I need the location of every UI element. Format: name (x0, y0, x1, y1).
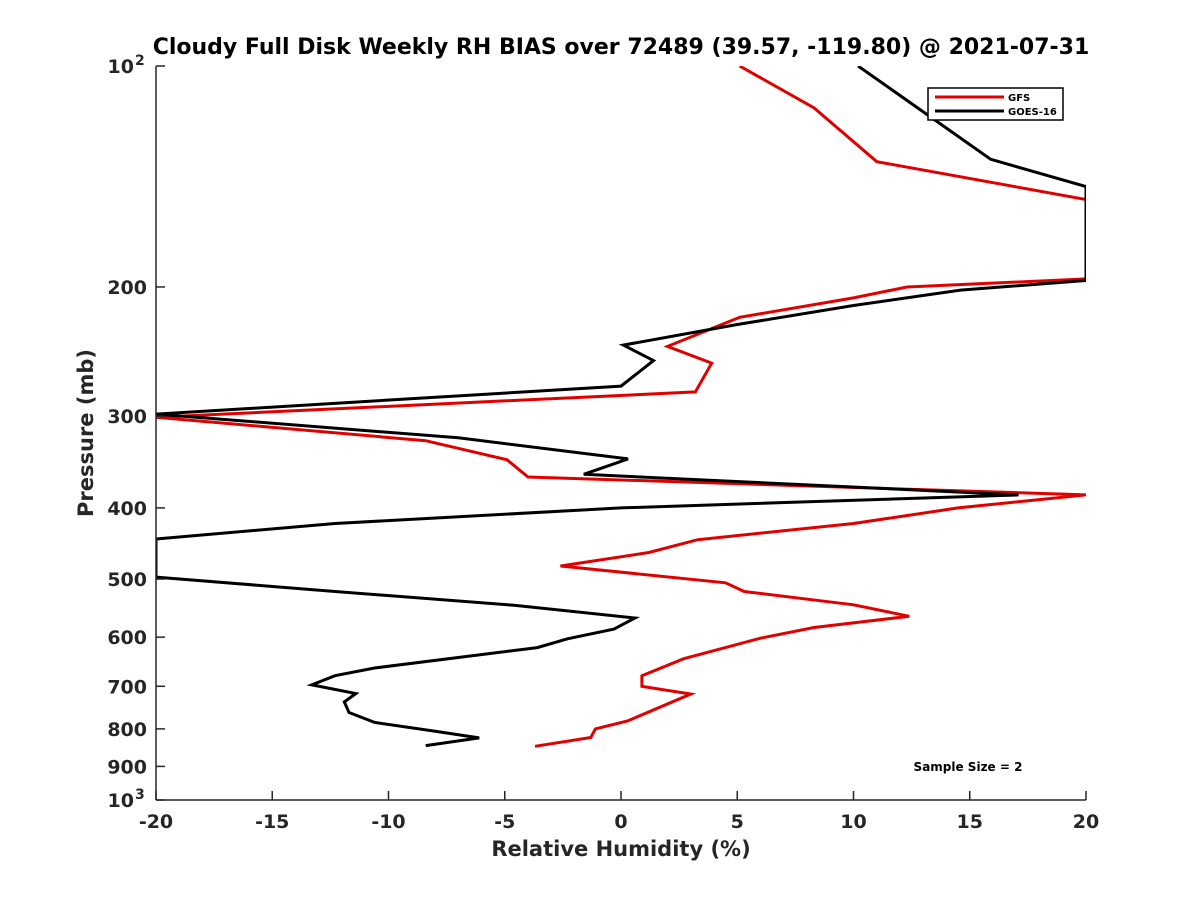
y-tick-label: 500 (107, 569, 147, 591)
x-tick-label: 5 (731, 811, 744, 833)
legend-box (927, 87, 1064, 121)
y-tick-label: 600 (107, 627, 147, 649)
y-tick-label: 400 (107, 498, 147, 520)
legend-label: GOES-16 (1008, 107, 1057, 118)
plot-area (156, 66, 1086, 748)
series-lines (156, 66, 1086, 748)
y-tick-label: 700 (107, 676, 147, 698)
legend-label: GFS (1008, 93, 1030, 104)
y-tick-label: 10 (108, 790, 134, 812)
x-tick-label: -5 (494, 811, 515, 833)
x-tick-label: 0 (614, 811, 627, 833)
chart-title: Cloudy Full Disk Weekly RH BIAS over 724… (153, 35, 1090, 60)
y-tick-label: 900 (107, 756, 147, 778)
x-tick-label: 10 (840, 811, 866, 833)
y-tick-exponent: 2 (135, 53, 145, 69)
x-tick-label: -10 (371, 811, 405, 833)
y-axis-label: Pressure (mb) (74, 349, 98, 517)
legend: GFS GOES-16 (927, 87, 1064, 121)
y-tick-label: 200 (107, 277, 147, 299)
y-tick-label: 10 (108, 56, 134, 78)
series-line-gfs (156, 66, 1086, 748)
x-tick-label: 20 (1073, 811, 1099, 833)
x-tick-label: -20 (139, 811, 173, 833)
y-tick-exponent: 3 (135, 787, 145, 803)
x-axis-label: Relative Humidity (%) (491, 837, 750, 861)
y-tick-label: 300 (107, 406, 147, 428)
series-line-goes-16 (156, 66, 1086, 748)
x-axis: -20 -15 -10 -5 0 5 10 15 20 (139, 791, 1099, 833)
x-tick-label: 15 (957, 811, 983, 833)
y-tick-label: 800 (107, 719, 147, 741)
sample-size-annotation: Sample Size = 2 (914, 760, 1023, 774)
x-tick-label: -15 (255, 811, 289, 833)
